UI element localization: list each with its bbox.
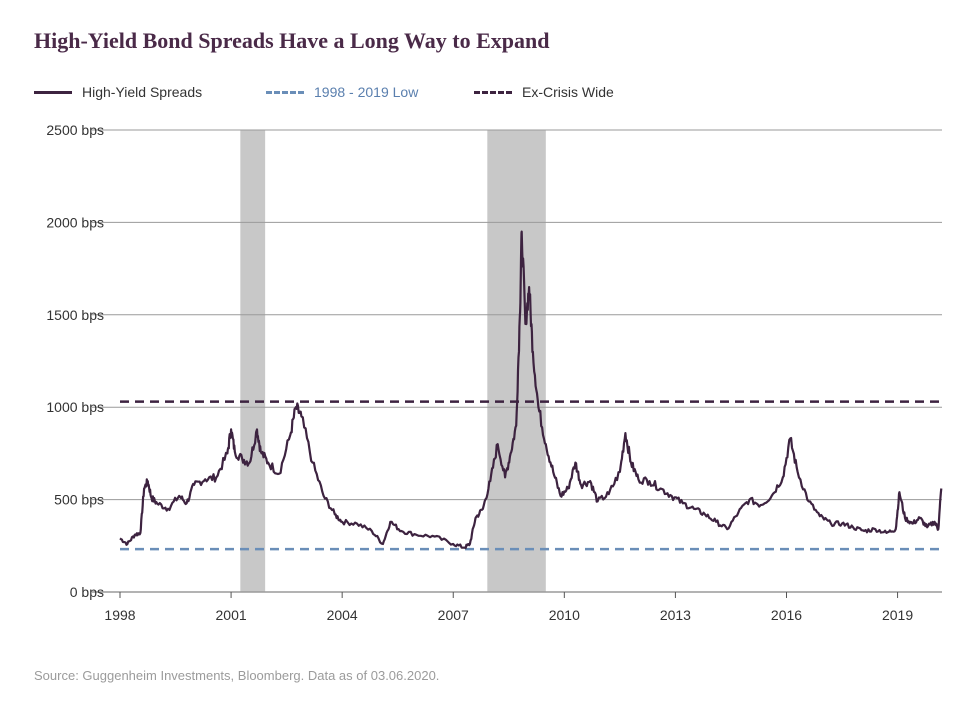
high-yield-spread-line	[119, 230, 943, 550]
y-tick-label: 1500 bps	[46, 307, 104, 323]
y-tick-label: 1000 bps	[46, 399, 104, 415]
legend-label-high-yield: High-Yield Spreads	[82, 84, 203, 100]
legend-swatch-dashed-dark	[474, 90, 512, 94]
recession-band-0	[240, 130, 266, 592]
x-tick-label: 2007	[438, 607, 469, 623]
x-tick-label: 1998	[104, 607, 135, 623]
x-tick-label: 2004	[327, 607, 358, 623]
chart-title: High-Yield Bond Spreads Have a Long Way …	[34, 28, 550, 53]
legend-label-low: 1998 - 2019 Low	[314, 84, 419, 100]
x-tick-label: 2016	[771, 607, 802, 623]
recession-band-1	[487, 130, 546, 592]
chart-legend: High-Yield Spreads 1998 - 2019 Low Ex-Cr…	[34, 84, 934, 106]
legend-item-low: 1998 - 2019 Low	[266, 84, 418, 100]
source-note: Source: Guggenheim Investments, Bloomber…	[34, 668, 440, 683]
legend-label-wide: Ex-Crisis Wide	[522, 84, 614, 100]
x-tick-label: 2013	[660, 607, 691, 623]
legend-item-high-yield: High-Yield Spreads	[34, 84, 202, 100]
x-tick-label: 2019	[882, 607, 913, 623]
x-tick-label: 2001	[216, 607, 247, 623]
y-tick-label: 2000 bps	[46, 214, 104, 230]
x-tick-label: 2010	[549, 607, 580, 623]
legend-swatch-solid	[34, 90, 72, 94]
legend-item-wide: Ex-Crisis Wide	[474, 84, 614, 100]
y-tick-label: 500 bps	[54, 492, 104, 508]
legend-swatch-dashed-blue	[266, 90, 304, 94]
y-tick-label: 0 bps	[70, 584, 104, 600]
y-tick-label: 2500 bps	[46, 122, 104, 138]
